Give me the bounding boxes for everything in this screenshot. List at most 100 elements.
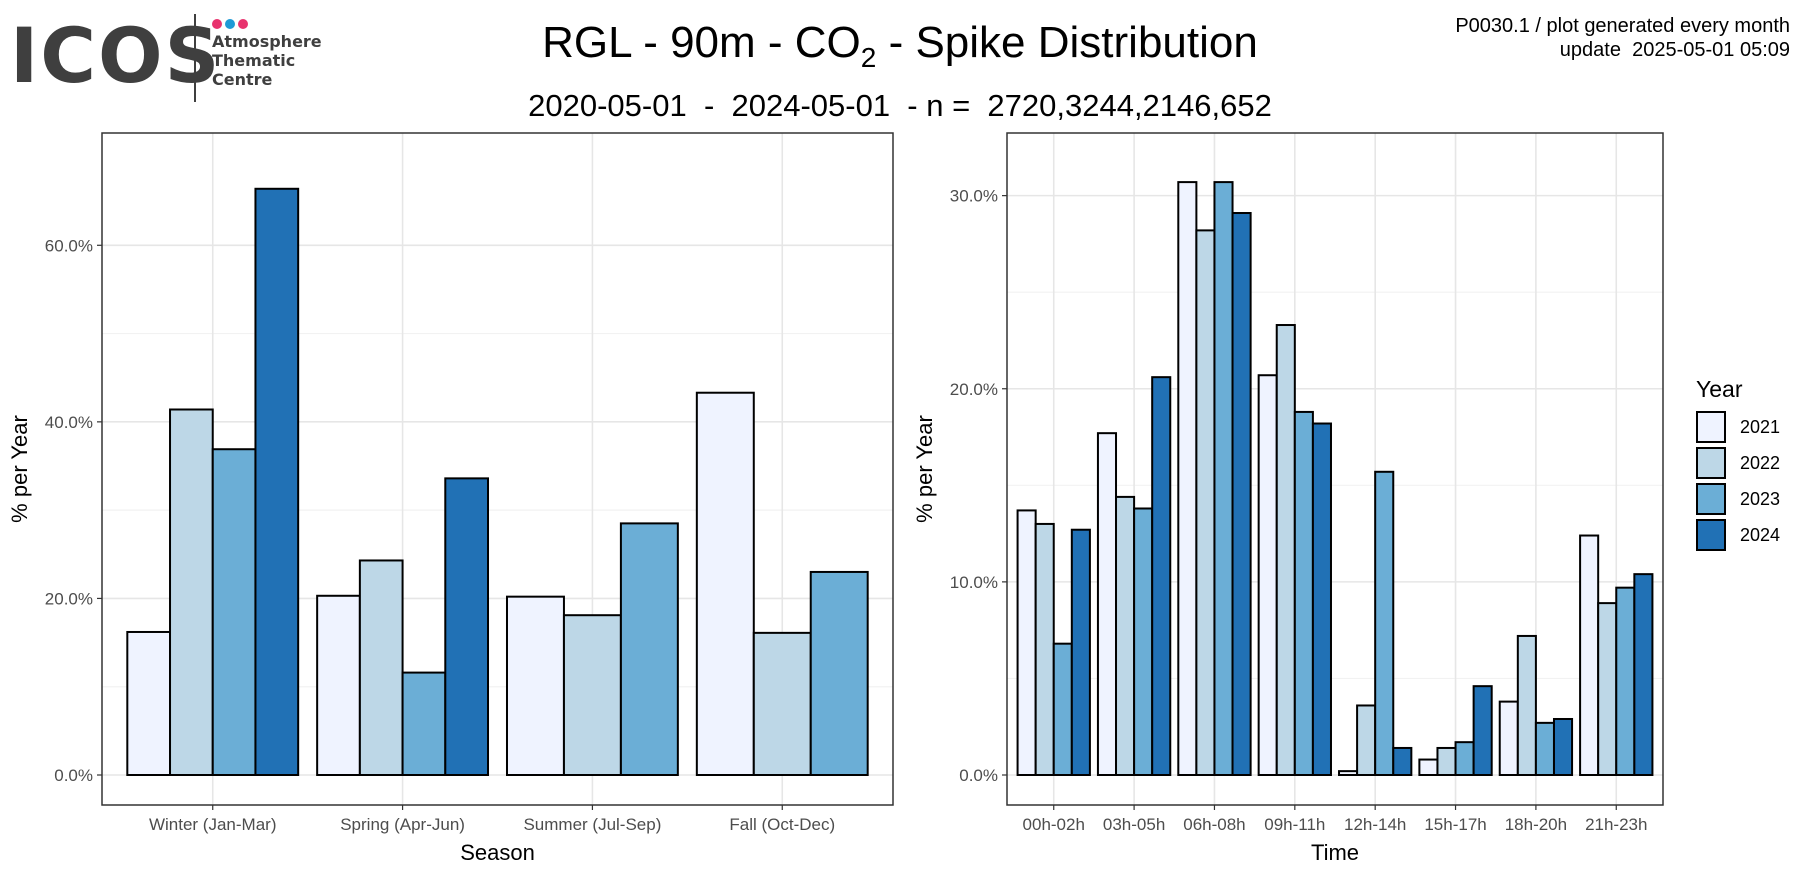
y-axis-title: % per Year [7, 415, 32, 523]
x-tick-label: 21h-23h [1585, 815, 1647, 834]
chart-subtitle: 2020-05-01 - 2024-05-01 - n = 2720,3244,… [528, 88, 1272, 123]
legend-label: 2024 [1740, 524, 1781, 545]
logo-caption: Atmosphere Thematic Centre [212, 32, 322, 89]
x-tick-label: Winter (Jan-Mar) [149, 815, 277, 834]
logo-dot [225, 19, 235, 29]
bar [1231, 212, 1252, 777]
legend-swatch [1696, 483, 1726, 515]
y-tick-label: 10.0% [950, 573, 998, 592]
bar [1275, 324, 1296, 776]
bar [444, 477, 490, 776]
bar [619, 522, 679, 777]
bar [1293, 410, 1314, 776]
bar [1016, 509, 1037, 776]
bar [1615, 586, 1636, 777]
x-tick-label: Spring (Apr-Jun) [340, 815, 465, 834]
bar [211, 448, 257, 776]
title-subscript: 2 [860, 41, 877, 73]
icos-logo: ICOS Atmosphere Thematic Centre [10, 14, 330, 104]
x-tick-label: 00h-02h [1023, 815, 1085, 834]
bar [695, 391, 755, 776]
legend-label: 2023 [1740, 488, 1781, 509]
y-tick-label: 30.0% [950, 187, 998, 206]
bar [1133, 507, 1154, 776]
bar [316, 594, 361, 777]
bar [1597, 602, 1618, 777]
bar [1195, 229, 1216, 776]
x-axis-title: Time [1311, 840, 1359, 865]
y-tick-label: 0.0% [54, 766, 93, 785]
legend-swatch [1696, 447, 1726, 479]
bar [1436, 746, 1457, 777]
bar [1454, 741, 1475, 777]
legend-item: 2022 [1696, 445, 1780, 481]
bar [1151, 376, 1172, 776]
bar [1034, 522, 1055, 776]
x-tick-label: 03h-05h [1103, 815, 1165, 834]
bar [1633, 573, 1654, 777]
legend: Year 2021 2022 2023 2024 [1696, 376, 1780, 553]
bar [1052, 642, 1073, 776]
bar [1552, 717, 1574, 777]
bar [752, 631, 812, 776]
y-axis-title: % per Year [912, 415, 937, 523]
bar [1070, 528, 1091, 777]
bar [1115, 495, 1136, 776]
title-prefix: RGL - 90m - CO [542, 18, 861, 67]
chart-title: RGL - 90m - CO2 - Spike Distribution [0, 18, 1800, 74]
bar [809, 570, 869, 777]
bar [401, 671, 447, 776]
bar [1356, 704, 1377, 776]
bar [1472, 685, 1493, 776]
legend-item: 2023 [1696, 481, 1780, 517]
meta-line: P0030.1 / plot generated every month [1455, 15, 1790, 37]
bar [169, 408, 214, 776]
panel-border [101, 132, 894, 806]
legend-swatch [1696, 519, 1726, 551]
title-suffix: - Spike Distribution [876, 18, 1258, 67]
legend-item: 2024 [1696, 517, 1780, 553]
x-tick-label: 15h-17h [1424, 815, 1486, 834]
logo-dots-icon [212, 16, 251, 34]
bar [1516, 634, 1537, 777]
x-tick-label: 12h-14h [1344, 815, 1406, 834]
bar [1392, 746, 1413, 777]
bar [505, 595, 565, 776]
panel-border [1006, 132, 1664, 806]
logo-wordmark: ICOS [10, 11, 222, 100]
legend-title: Year [1696, 376, 1743, 402]
x-tick-label: 18h-20h [1505, 815, 1567, 834]
bar [1257, 374, 1278, 776]
logo-dot [212, 19, 222, 29]
bar [1338, 770, 1359, 777]
meta-line: update 2025-05-01 05:09 [1559, 39, 1790, 61]
bar [1311, 422, 1332, 776]
bar [1498, 700, 1519, 776]
x-axis-title: Season [460, 840, 535, 865]
logo-line: Centre [212, 70, 273, 89]
legend-label: 2022 [1740, 452, 1781, 473]
logo-divider [194, 14, 196, 102]
bar [1534, 721, 1555, 777]
x-tick-label: Fall (Oct-Dec) [729, 815, 835, 834]
legend-swatch [1696, 411, 1726, 443]
bar [358, 559, 404, 776]
logo-dot [238, 19, 248, 29]
legend-label: 2021 [1740, 416, 1781, 437]
legend-item: 2021 [1696, 409, 1780, 445]
x-tick-label: 06h-08h [1183, 815, 1245, 834]
x-tick-label: 09h-11h [1264, 815, 1325, 834]
bar [1579, 534, 1600, 777]
bar [1213, 181, 1234, 776]
y-tick-label: 0.0% [959, 766, 998, 785]
bar [1096, 432, 1118, 776]
plot-meta: P0030.1 / plot generated every month upd… [1455, 14, 1790, 62]
y-tick-label: 20.0% [950, 380, 998, 399]
logo-line: Atmosphere [212, 32, 322, 51]
bar [1374, 470, 1395, 776]
y-tick-label: 40.0% [45, 413, 93, 432]
bar [1418, 758, 1439, 776]
bar [254, 187, 300, 777]
bar [1177, 181, 1198, 776]
